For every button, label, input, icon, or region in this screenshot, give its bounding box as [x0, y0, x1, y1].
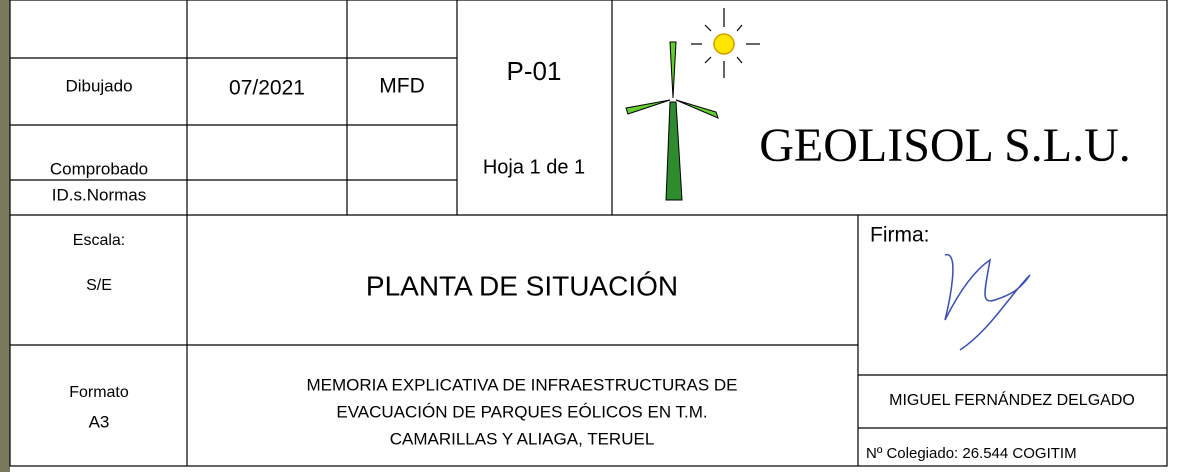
- frame: [9, 0, 1168, 467]
- drawing-title: PLANTA DE SITUACIÓN: [366, 270, 678, 301]
- format-value: A3: [89, 412, 110, 431]
- row-label: Dibujado: [65, 76, 132, 95]
- description-line: EVACUACIÓN DE PARQUES EÓLICOS EN T.M.: [336, 402, 707, 421]
- sheet-page: Hoja 1 de 1: [483, 156, 585, 178]
- scale-value: S/E: [86, 277, 112, 294]
- sheet-code: P-01: [507, 56, 562, 86]
- author-registration: Nº Colegiado: 26.544 COGITIM: [866, 445, 1077, 462]
- date: 07/2021: [229, 77, 305, 100]
- grid: [10, 0, 1167, 466]
- company: GEOLISOL S.L.U.: [759, 119, 1131, 172]
- row-label: Comprobado: [50, 159, 148, 178]
- signature-label: Firma:: [870, 224, 930, 247]
- scale-label: Escala:: [73, 232, 125, 249]
- logo: [625, 8, 760, 201]
- author-name: MIGUEL FERNÁNDEZ DELGADO: [889, 390, 1135, 409]
- initials: MFD: [379, 75, 425, 98]
- description-line: CAMARILLAS Y ALIAGA, TERUEL: [390, 429, 655, 448]
- description-line: MEMORIA EXPLICATIVA DE INFRAESTRUCTURAS …: [306, 375, 737, 394]
- signature: [944, 254, 1031, 351]
- format-label: Formato: [69, 384, 129, 401]
- map-edge: [0, 0, 10, 472]
- row-label: ID.s.Normas: [52, 185, 146, 204]
